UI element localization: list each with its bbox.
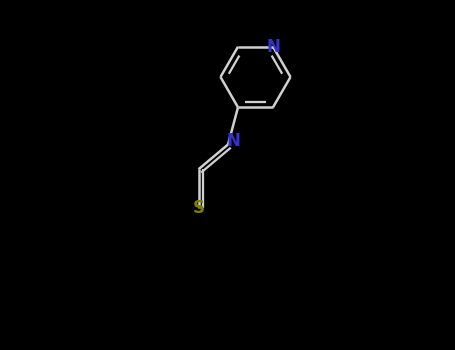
Text: N: N — [266, 38, 280, 56]
Text: S: S — [192, 199, 205, 217]
Text: N: N — [226, 132, 240, 150]
